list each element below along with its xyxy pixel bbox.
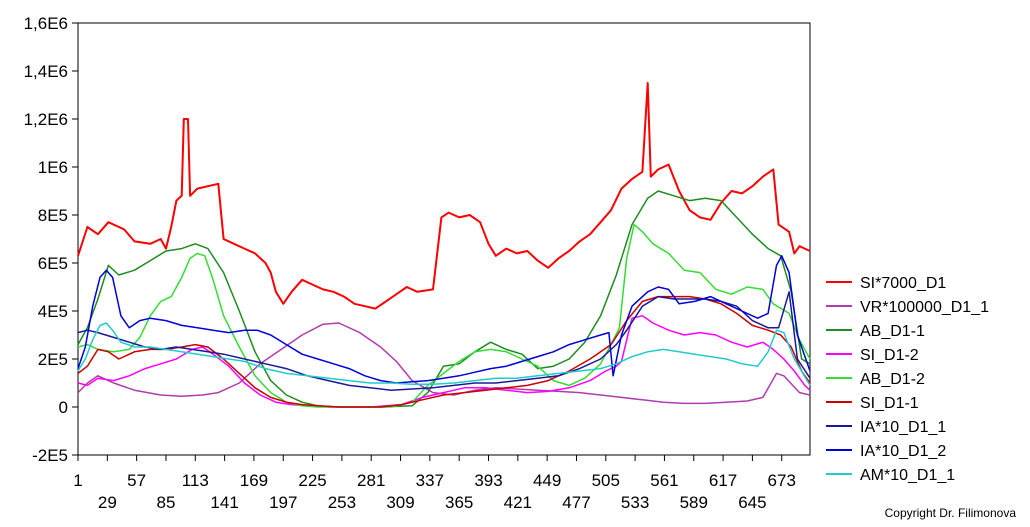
plot-area — [77, 22, 811, 456]
legend-label: SI_D1-2 — [860, 347, 919, 364]
series-line-3 — [77, 190, 811, 408]
y-tick-label: -2E5 — [32, 446, 68, 465]
x-tick-label: 673 — [768, 471, 796, 490]
y-tick-label: 1,2E6 — [24, 110, 68, 129]
x-axis: 1 57 113 169 225 281 337 393 449 505 561 617 673 29 85… — [73, 455, 796, 512]
x-tick-label: 197 — [269, 493, 297, 512]
x-tick-label: 449 — [533, 471, 561, 490]
x-tick-label: 29 — [98, 493, 117, 512]
x-tick-label: 1 — [73, 471, 82, 490]
x-tick-label: 421 — [504, 493, 532, 512]
y-tick-label: 0 — [59, 398, 68, 417]
series-line-8 — [77, 255, 811, 384]
series-lines — [77, 82, 811, 408]
legend-label: AB_D1-2 — [860, 371, 925, 388]
x-tick-label: 141 — [210, 493, 238, 512]
x-tick-label: 113 — [182, 471, 209, 490]
legend-label: VR*100000_D1_1 — [860, 299, 989, 316]
x-tick-label: 225 — [298, 471, 326, 490]
x-tick-label: 645 — [738, 493, 766, 512]
legend-label: AM*10_D1_1 — [860, 467, 955, 484]
y-tick-label: 1,4E6 — [24, 62, 68, 81]
legend-label: AB_D1-1 — [860, 323, 925, 340]
series-line-5 — [77, 223, 811, 408]
y-tick-label: 8E5 — [38, 206, 68, 225]
y-tick-label: 4E5 — [38, 302, 68, 321]
y-tick-label: 1E6 — [38, 158, 68, 177]
x-tick-label: 85 — [157, 493, 176, 512]
series-line-2 — [77, 322, 811, 405]
legend-label: IA*10_D1_2 — [860, 443, 946, 460]
y-tick-label: 2E5 — [38, 350, 68, 369]
x-tick-label: 505 — [592, 471, 620, 490]
copyright-text: Copyright Dr. Filimonova — [885, 506, 1017, 520]
x-tick-label: 533 — [621, 493, 649, 512]
series-line-1 — [77, 82, 811, 310]
x-tick-label: 589 — [680, 493, 708, 512]
x-tick-label: 337 — [416, 471, 444, 490]
x-tick-label: 169 — [240, 471, 268, 490]
x-tick-label: 281 — [357, 471, 385, 490]
x-tick-label: 365 — [445, 493, 473, 512]
series-line-9 — [77, 322, 811, 386]
x-tick-label: 393 — [474, 471, 502, 490]
x-tick-label: 617 — [709, 471, 737, 490]
x-tick-label: 309 — [386, 493, 414, 512]
legend-label: SI*7000_D1 — [860, 275, 946, 292]
x-tick-label: 561 — [650, 471, 678, 490]
x-tick-label: 253 — [328, 493, 356, 512]
legend: SI*7000_D1 VR*100000_D1_1 AB_D1-1 SI_D1-2 AB… — [826, 275, 989, 484]
series-line-6 — [77, 295, 811, 408]
legend-label: SI_D1-1 — [860, 395, 919, 412]
y-tick-label: 6E5 — [38, 254, 68, 273]
x-tick-label: 57 — [127, 471, 146, 490]
y-axis: 1,6E6 1,4E6 1,2E6 1E6 8E5 6E5 4E5 2E5 0 -2E5 — [24, 14, 78, 465]
x-tick-label: 477 — [562, 493, 590, 512]
y-tick-label: 1,6E6 — [24, 14, 68, 33]
legend-label: IA*10_D1_1 — [860, 419, 946, 436]
